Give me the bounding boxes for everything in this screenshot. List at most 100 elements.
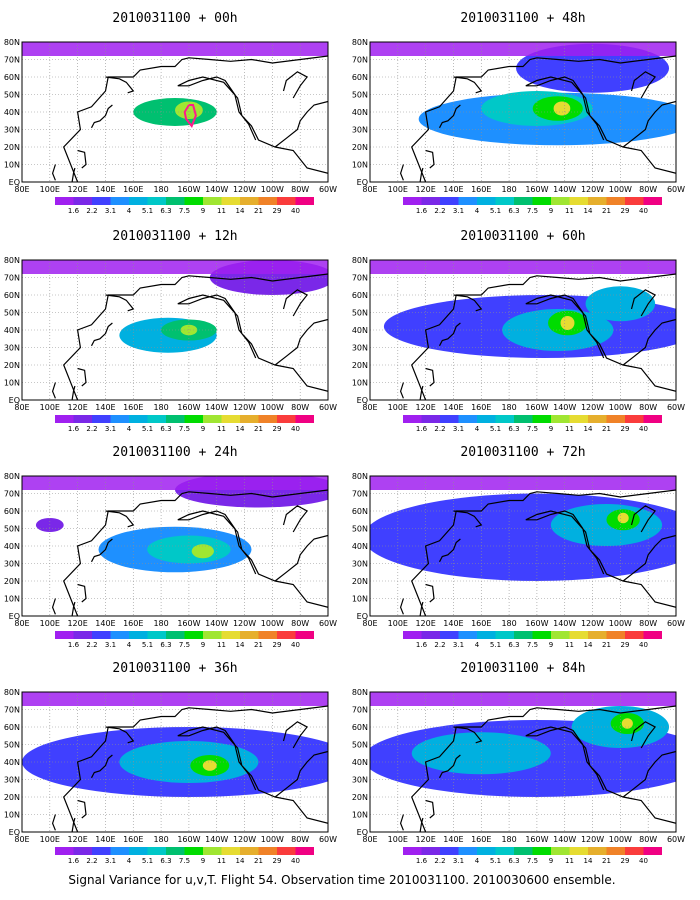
coastline	[419, 817, 424, 832]
variance-contour	[560, 316, 575, 330]
x-tick-label: 140W	[553, 619, 576, 628]
colorbar-label: 7.5	[527, 425, 538, 433]
variance-contour	[370, 260, 676, 274]
colorbar-swatch	[625, 415, 644, 423]
coastline	[63, 273, 328, 400]
colorbar-label: 29	[621, 857, 630, 865]
coastline	[63, 489, 328, 616]
colorbar-swatch	[240, 631, 259, 639]
variance-contour	[22, 42, 328, 56]
x-tick-label: 60W	[667, 835, 685, 844]
colorbar-swatch	[184, 631, 203, 639]
variance-contour	[370, 692, 676, 706]
variance-contour	[370, 42, 676, 56]
colorbar-swatch	[403, 847, 422, 855]
coastlines	[399, 705, 676, 832]
x-tick-label: 160E	[471, 185, 491, 194]
y-tick-label: 30N	[4, 776, 20, 785]
colorbar-label: 21	[602, 207, 611, 215]
colorbar-label: 5.1	[490, 207, 501, 215]
x-tick-label: 140W	[205, 185, 228, 194]
x-tick-label: 80W	[291, 185, 309, 194]
colorbar-label: 3.1	[105, 857, 116, 865]
colorbar-swatch	[258, 847, 277, 855]
colorbar-swatch	[477, 847, 496, 855]
x-tick-label: 180	[153, 403, 168, 412]
colorbar-label: 11	[217, 207, 226, 215]
y-tick-label: 30N	[4, 560, 20, 569]
colorbar-swatch	[166, 847, 185, 855]
colorbar-label: 11	[565, 857, 574, 865]
colorbar-label: 40	[291, 857, 300, 865]
y-tick-label: 80N	[352, 472, 368, 481]
coastlines	[399, 55, 676, 182]
x-tick-label: 120W	[233, 185, 256, 194]
x-tick-label: 140W	[553, 185, 576, 194]
coastline	[411, 55, 676, 182]
colorbar-swatch	[203, 631, 222, 639]
colorbar-swatch	[240, 847, 259, 855]
colorbar-label: 14	[584, 207, 593, 215]
coastline	[622, 750, 676, 798]
colorbar-swatch	[606, 847, 625, 855]
coastline	[177, 726, 328, 824]
colorbar-swatch	[221, 631, 240, 639]
y-tick-label: 30N	[4, 344, 20, 353]
x-tick-label: 100W	[609, 835, 632, 844]
x-tick-label: 80E	[14, 619, 29, 628]
x-tick-label: 160W	[525, 185, 548, 194]
colorbar-swatch	[110, 847, 129, 855]
x-tick-label: 160W	[525, 835, 548, 844]
y-tick-label: 60N	[4, 291, 20, 300]
colorbar: 1.6 2.2 3.1 4 5.1 6.3 7.5 9 11 14 21 29 40	[55, 197, 314, 215]
colorbar-label: 5.1	[142, 857, 153, 865]
x-tick-label: 160E	[471, 619, 491, 628]
x-tick-label: 100E	[40, 185, 60, 194]
x-tick-label: 160E	[471, 835, 491, 844]
colorbar-swatch	[551, 415, 570, 423]
x-tick-label: 120W	[233, 403, 256, 412]
colorbar-label: 1.6	[68, 425, 80, 433]
variance-contour	[191, 544, 214, 559]
grid	[370, 42, 676, 182]
coastline	[71, 601, 76, 616]
coastline	[411, 705, 676, 832]
colorbar-swatch	[440, 847, 459, 855]
colorbar-swatch	[569, 415, 588, 423]
panel-60h: 2010031100 + 60h EQ 10N 20N 30N 40N 50N 60N 70N 8…	[352, 229, 685, 433]
y-tick-label: 50N	[4, 91, 20, 100]
colorbar-swatch	[55, 847, 74, 855]
colorbar-label: 14	[236, 857, 245, 865]
colorbar-label: 21	[254, 641, 263, 649]
coastline	[51, 598, 56, 615]
coastline	[105, 294, 135, 312]
x-tick-label: 180	[153, 835, 168, 844]
colorbar-label: 6.3	[508, 425, 519, 433]
colorbar-label: 14	[584, 641, 593, 649]
colorbar-swatch	[184, 197, 203, 205]
x-tick-label: 140W	[205, 403, 228, 412]
colorbar-label: 9	[201, 857, 205, 865]
y-tick-label: 70N	[4, 706, 20, 715]
colorbar-swatch	[277, 415, 296, 423]
y-tick-label: 20N	[352, 143, 368, 152]
colorbar: 1.6 2.2 3.1 4 5.1 6.3 7.5 9 11 14 21 29 40	[55, 631, 314, 649]
colorbar-swatch	[495, 415, 514, 423]
colorbar-label: 7.5	[179, 425, 190, 433]
colorbar-swatch	[514, 847, 533, 855]
colorbar-swatch	[129, 197, 148, 205]
colorbar-swatch	[184, 415, 203, 423]
x-tick-label: 120W	[581, 185, 604, 194]
colorbar-label: 1.6	[68, 641, 80, 649]
colorbar-swatch	[458, 631, 477, 639]
y-tick-label: 10N	[4, 595, 20, 604]
colorbar-swatch	[569, 847, 588, 855]
colorbar-label: 21	[254, 207, 263, 215]
coastline	[630, 505, 657, 533]
coastline	[453, 510, 483, 528]
colorbar-label: 21	[254, 857, 263, 865]
colorbar-swatch	[129, 631, 148, 639]
colorbar-swatch	[92, 847, 111, 855]
colorbar-label: 3.1	[453, 425, 464, 433]
colorbar-label: 9	[201, 207, 205, 215]
